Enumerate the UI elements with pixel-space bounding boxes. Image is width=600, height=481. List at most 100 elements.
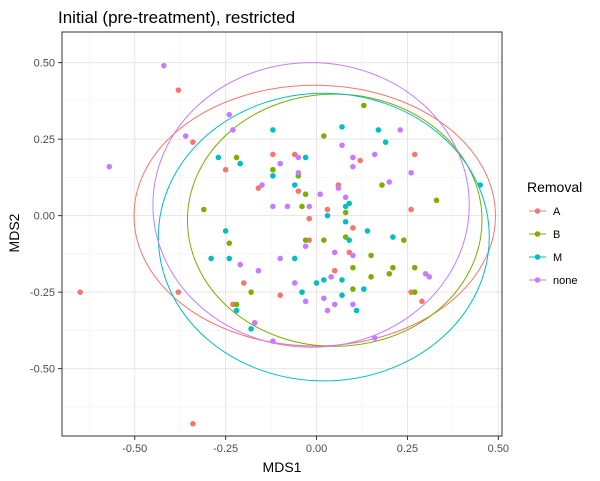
- point-none: [328, 274, 334, 280]
- plot-panel: [61, 31, 503, 437]
- point-none: [277, 160, 283, 167]
- point-M: [208, 255, 214, 262]
- point-B: [270, 166, 276, 173]
- point-M: [226, 255, 233, 262]
- point-M: [342, 218, 349, 225]
- point-M: [291, 182, 298, 188]
- point-none: [397, 127, 403, 133]
- point-none: [339, 142, 345, 149]
- point-A: [77, 289, 83, 295]
- legend-key-point: [534, 277, 541, 283]
- point-A: [408, 206, 414, 213]
- point-M: [375, 127, 382, 133]
- point-none: [324, 307, 331, 314]
- ellipse-none: [152, 62, 470, 348]
- legend-key-point: [534, 208, 541, 214]
- point-none: [291, 280, 298, 286]
- point-none: [295, 154, 302, 161]
- point-none: [255, 267, 262, 274]
- point-M: [364, 228, 371, 234]
- point-none: [371, 335, 378, 341]
- point-A: [241, 280, 247, 286]
- point-A: [270, 151, 276, 158]
- point-A: [222, 166, 229, 173]
- point-A: [350, 225, 356, 231]
- point-M: [382, 139, 389, 145]
- point-none: [161, 62, 167, 69]
- legend-key-point: [534, 254, 541, 260]
- ellipse-M: [157, 92, 490, 382]
- legend-label: none: [553, 275, 577, 287]
- point-M: [302, 154, 309, 161]
- point-none: [226, 111, 233, 118]
- legend-entry-A: A: [529, 206, 561, 218]
- point-none: [182, 133, 189, 139]
- point-A: [175, 289, 182, 295]
- x-tick-label: 0.25: [397, 443, 418, 455]
- ellipse-B: [186, 93, 483, 347]
- point-none: [284, 203, 291, 210]
- y-tick-label: -0.25: [30, 287, 55, 299]
- point-none: [331, 249, 338, 256]
- legend-title: Removal: [527, 179, 582, 195]
- legend-entry-none: none: [529, 275, 577, 287]
- point-M: [390, 234, 396, 240]
- point-none: [270, 338, 276, 344]
- point-none: [350, 252, 356, 259]
- point-A: [331, 267, 338, 274]
- point-B: [302, 237, 309, 243]
- y-tick-label: -0.50: [30, 364, 55, 376]
- point-M: [339, 277, 345, 283]
- point-A: [295, 188, 302, 194]
- y-tick-label: 0.25: [34, 134, 55, 146]
- x-tick-label: -0.50: [122, 443, 147, 455]
- x-axis: -0.50 -0.25 0.00 0.25 0.50: [122, 436, 509, 455]
- legend-key-point: [534, 231, 541, 237]
- point-A: [190, 139, 196, 145]
- panel-border: [61, 31, 503, 437]
- y-axis-title: MDS2: [6, 213, 22, 252]
- point-A: [190, 420, 196, 427]
- point-M: [233, 307, 240, 314]
- point-A: [175, 87, 182, 93]
- point-B: [390, 264, 396, 271]
- point-B: [379, 182, 385, 188]
- point-M: [339, 124, 345, 130]
- point-A: [419, 298, 425, 305]
- point-B: [411, 264, 418, 271]
- point-none: [237, 261, 243, 268]
- chart-title: Initial (pre-treatment), restricted: [58, 8, 295, 27]
- point-none: [317, 191, 323, 198]
- point-B: [248, 289, 254, 295]
- point-none: [302, 243, 309, 250]
- legend-label: M: [553, 252, 562, 264]
- point-B: [342, 209, 349, 216]
- point-none: [302, 298, 309, 305]
- point-B: [411, 289, 418, 295]
- legend-label: B: [553, 229, 560, 241]
- point-B: [233, 154, 240, 161]
- point-none: [350, 154, 356, 161]
- point-M: [270, 173, 276, 179]
- point-M: [248, 326, 254, 332]
- point-none: [335, 185, 342, 191]
- point-B: [226, 240, 233, 246]
- point-M: [324, 212, 331, 219]
- point-B: [433, 197, 440, 204]
- point-B: [350, 286, 356, 292]
- point-none: [259, 182, 265, 188]
- point-M: [346, 237, 353, 243]
- point-A: [306, 215, 313, 222]
- point-none: [251, 319, 258, 326]
- point-M: [353, 307, 360, 314]
- point-B: [350, 264, 356, 271]
- point-B: [321, 237, 327, 243]
- point-none: [331, 301, 338, 308]
- point-B: [321, 133, 327, 139]
- point-M: [215, 154, 222, 161]
- point-none: [350, 163, 356, 170]
- point-none: [371, 151, 378, 158]
- point-M: [346, 200, 353, 207]
